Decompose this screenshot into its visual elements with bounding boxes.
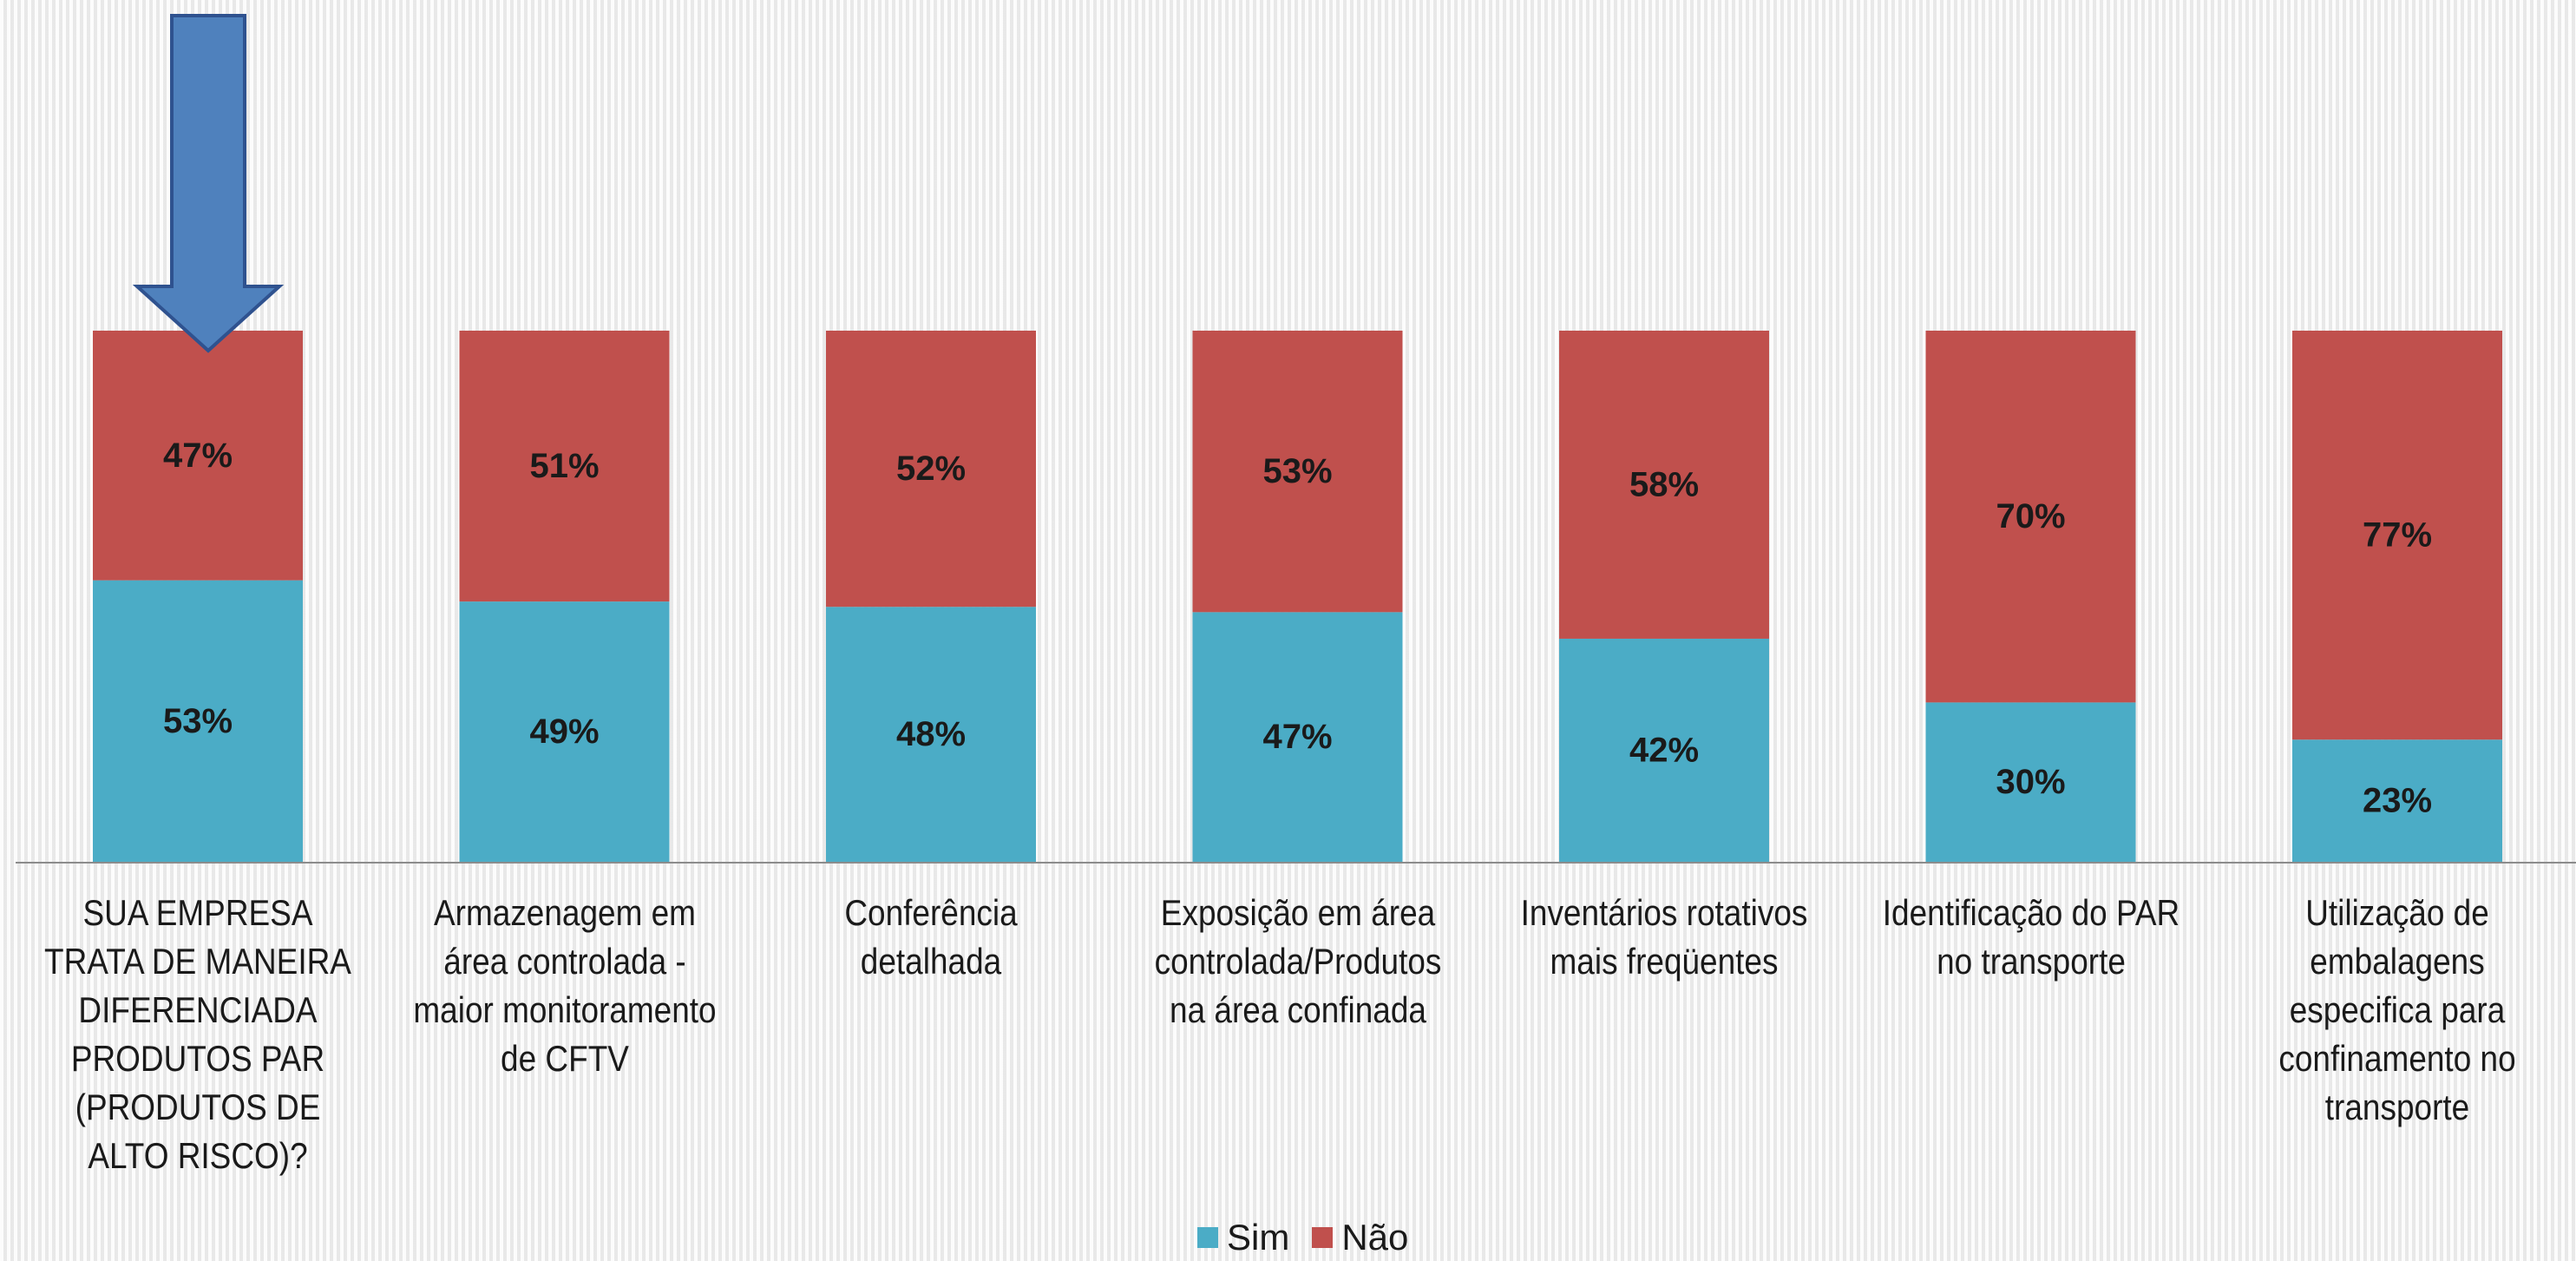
category-label-4: Inventários rotativos mais freqüentes [1520,892,1808,982]
category-label-5: Identificação do PAR no transporte [1882,892,2179,982]
down-arrow-icon [132,14,285,353]
category-label-2: Conferência detalhada [844,892,1018,982]
data-label-sim-3: 47% [1262,718,1332,756]
bar-nao-3 [1192,331,1403,613]
bar-sim-0 [93,580,303,862]
category-label-0: SUA EMPRESA TRATA DE MANEIRA DIFERENCIAD… [44,892,351,1176]
legend-item-sim: Sim [1197,1217,1289,1258]
data-label-sim-5: 30% [1996,763,2065,801]
bar-sim-3 [1192,612,1403,862]
value-labels-group: 53% 47% 49% 51% 48% 52% 47% 53% 42% 58% 30% 70% 23% 7… [163,437,2432,820]
legend-swatch-nao [1312,1227,1334,1248]
data-label-sim-2: 48% [896,715,966,753]
bar-sim-2 [826,607,1036,862]
legend-label-sim: Sim [1227,1217,1290,1258]
bar-nao-6 [2292,331,2502,740]
data-label-sim-0: 53% [163,702,233,740]
category-label-6: Utilização de embalagens especifica para… [2278,892,2516,1127]
legend-label-nao: Não [1341,1217,1409,1258]
bar-nao-0 [93,331,303,581]
category-label-3: Exposição em área controlada/Produtos na… [1154,892,1441,1030]
bar-nao-2 [826,331,1036,608]
data-label-nao-5: 70% [1996,497,2065,535]
category-label-1: Armazenagem em área controlada - maior m… [412,892,717,1079]
data-label-sim-4: 42% [1629,731,1699,769]
data-label-sim-1: 49% [529,713,599,751]
data-label-sim-6: 23% [2363,782,2432,820]
bar-sim-4 [1559,638,1769,862]
data-label-nao-3: 53% [1262,452,1332,490]
data-label-nao-0: 47% [163,437,233,475]
legend: Sim Não [1197,1217,1431,1258]
data-label-nao-6: 77% [2363,516,2432,555]
bars-group [93,331,2502,862]
legend-item-nao: Não [1312,1217,1408,1258]
bar-nao-4 [1559,331,1769,639]
data-label-nao-2: 52% [896,450,966,488]
data-label-nao-1: 51% [529,447,599,485]
bar-nao-5 [1925,331,2136,703]
bar-sim-6 [2292,739,2502,862]
bar-nao-1 [459,331,670,602]
data-label-nao-4: 58% [1629,465,1699,503]
bar-sim-1 [459,601,670,862]
legend-swatch-sim [1197,1227,1218,1248]
bar-sim-5 [1925,702,2136,862]
